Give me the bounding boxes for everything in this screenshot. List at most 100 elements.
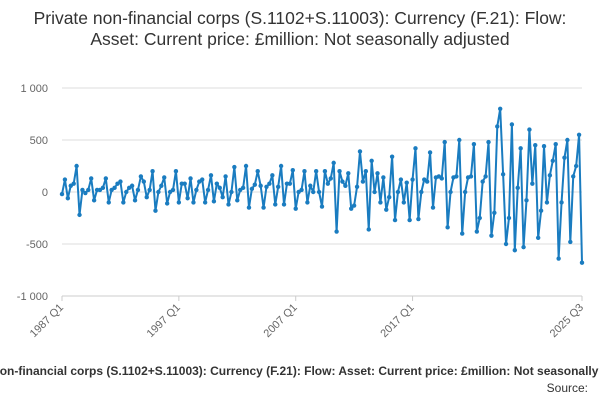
data-point [220, 195, 225, 200]
data-point [547, 173, 553, 178]
data-point [124, 189, 129, 195]
data-point [565, 137, 570, 143]
data-point [132, 198, 138, 203]
footer-caption-strip: Private non-financial corps (S.1102+S.11… [0, 364, 600, 382]
data-point [524, 198, 529, 203]
data-point [223, 174, 228, 179]
data-point [559, 200, 564, 205]
x-tick-label: 2025 Q3 [548, 302, 586, 340]
series-line [61, 107, 583, 263]
data-point [299, 187, 304, 193]
data-point [185, 196, 190, 201]
data-point [106, 200, 111, 205]
source-label: Source: [546, 381, 588, 395]
data-point [258, 183, 263, 188]
data-point [474, 229, 480, 234]
data-point [556, 256, 561, 261]
data-point [77, 212, 82, 218]
data-point [486, 139, 491, 145]
data-point [331, 160, 336, 166]
data-point [454, 174, 459, 179]
data-point [273, 202, 278, 207]
data-point [462, 189, 468, 195]
y-tick-label: 500 [30, 135, 48, 147]
data-point [366, 227, 371, 232]
data-point [100, 185, 106, 191]
data-point [287, 181, 293, 186]
data-point [457, 137, 462, 143]
data-point [205, 187, 211, 193]
data-point [506, 215, 512, 221]
data-point [208, 173, 214, 178]
data-point [89, 176, 94, 181]
data-point [214, 181, 220, 186]
data-point [527, 127, 532, 132]
data-point [360, 179, 366, 184]
x-tick-labels: 1987 Q1 1997 Q1 2007 Q1 2017 Q1 2025 Q3 [28, 302, 586, 340]
data-point [477, 215, 482, 221]
data-point [337, 169, 342, 174]
data-point [471, 141, 477, 147]
data-point [275, 184, 281, 189]
data-point [369, 158, 374, 163]
data-point [562, 155, 567, 160]
data-point [173, 169, 179, 174]
data-point [246, 205, 252, 210]
data-point [118, 179, 123, 184]
data-point [515, 185, 520, 191]
data-point [375, 171, 380, 176]
data-point [194, 187, 199, 193]
data-point [439, 176, 444, 181]
data-point [211, 199, 217, 204]
data-point [416, 216, 421, 222]
data-point [460, 231, 465, 236]
data-point [544, 200, 550, 205]
data-point [235, 198, 240, 203]
data-point [334, 229, 339, 234]
data-point [316, 189, 322, 195]
data-point [509, 122, 515, 127]
data-point [200, 177, 205, 182]
data-point [62, 177, 68, 182]
data-point [445, 225, 450, 230]
data-point [255, 169, 260, 174]
data-point [91, 198, 97, 203]
y-tick-label: -1 000 [17, 291, 48, 303]
data-point [395, 189, 401, 195]
y-tick-label: -500 [26, 239, 48, 251]
data-point [281, 202, 287, 207]
data-point [442, 139, 447, 145]
data-point [170, 187, 176, 193]
data-point [430, 205, 436, 210]
data-point [322, 169, 328, 174]
data-point [349, 206, 354, 211]
data-point [325, 181, 331, 186]
data-point [378, 200, 383, 205]
data-point [232, 164, 237, 170]
data-point [226, 202, 231, 207]
data-point [270, 173, 275, 178]
data-point [521, 244, 526, 250]
data-point [492, 210, 497, 215]
data-point [363, 169, 369, 174]
data-point [141, 179, 146, 184]
data-point [71, 181, 76, 186]
data-point [579, 260, 585, 265]
x-tick-label: 1987 Q1 [28, 302, 66, 340]
data-point [407, 217, 412, 223]
data-point [217, 185, 222, 191]
data-point [176, 200, 182, 205]
data-point [372, 189, 377, 195]
data-point [448, 189, 453, 195]
data-point [495, 124, 500, 129]
data-point [351, 203, 357, 208]
data-point [311, 189, 316, 195]
data-point [308, 183, 313, 188]
data-point [533, 143, 538, 148]
data-point [243, 163, 249, 169]
data-point [413, 146, 418, 151]
data-point [293, 206, 298, 211]
data-point [518, 146, 523, 151]
data-point [328, 176, 333, 181]
data-point [80, 187, 85, 193]
